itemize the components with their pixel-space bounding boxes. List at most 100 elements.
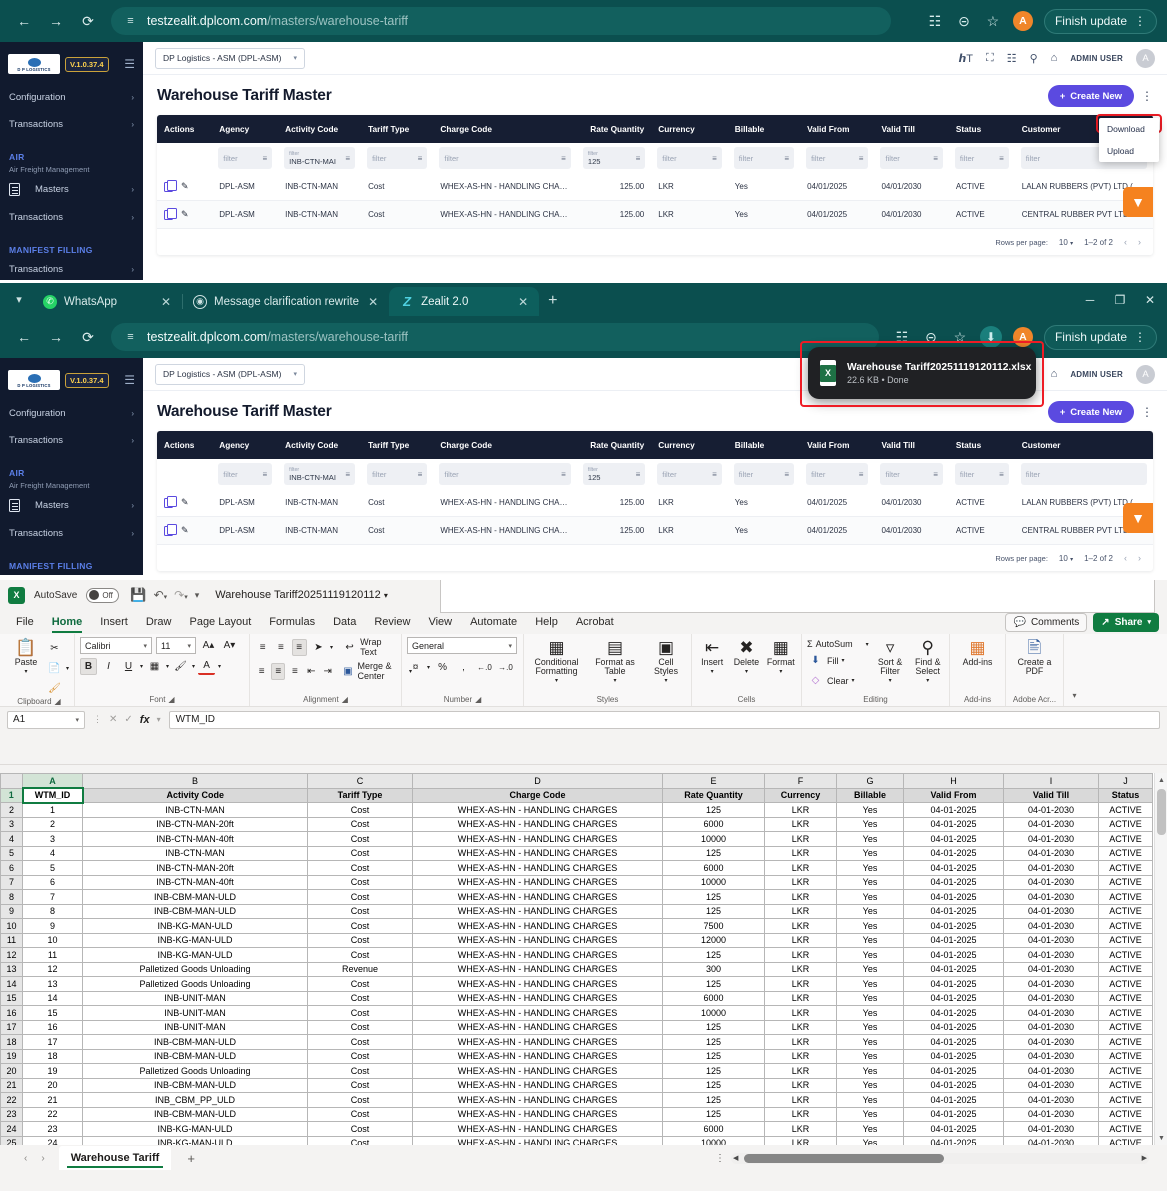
filter-valid-till[interactable]: filter ≡ — [880, 463, 943, 485]
data-cell[interactable]: 125 — [662, 1077, 765, 1093]
data-cell[interactable]: 04-01-2030 — [1003, 802, 1099, 818]
row-header[interactable]: 7 — [0, 874, 23, 890]
finish-update-button[interactable]: Finish update ⋮ — [1043, 324, 1157, 350]
row-header[interactable]: 25 — [0, 1135, 23, 1145]
data-cell[interactable]: LKR — [764, 845, 837, 861]
data-cell[interactable]: INB-KG-MAN-ULD — [82, 1121, 308, 1137]
data-cell[interactable]: INB-CBM-MAN-ULD — [82, 889, 308, 905]
dialog-launcher-icon[interactable]: ◢ — [341, 695, 348, 704]
create-new-button[interactable]: + Create New — [1047, 85, 1134, 107]
data-cell[interactable]: 11 — [22, 947, 83, 963]
copy-icon[interactable] — [164, 495, 177, 508]
menu-item-download[interactable]: Download — [1107, 124, 1145, 134]
data-cell[interactable]: 04-01-2030 — [1003, 1077, 1099, 1093]
italic-button[interactable]: I — [107, 661, 110, 672]
data-cell[interactable]: ACTIVE — [1098, 1092, 1153, 1108]
scroll-options-icon[interactable]: ⋮ — [715, 1152, 725, 1164]
data-cell[interactable]: 04-01-2030 — [1003, 990, 1099, 1006]
data-cell[interactable]: INB-CTN-MAN-20ft — [82, 816, 308, 832]
data-cell[interactable]: 04-01-2030 — [1003, 961, 1099, 977]
header-cell[interactable]: Valid Till — [1003, 787, 1099, 803]
data-cell[interactable]: 04-01-2030 — [1003, 976, 1099, 992]
filter-icon[interactable]: ≡ — [712, 469, 717, 479]
data-cell[interactable]: Palletized Goods Unloading — [82, 961, 308, 977]
increase-decimal-icon[interactable]: ←.0 — [477, 663, 492, 672]
data-cell[interactable]: 04-01-2025 — [903, 903, 1004, 919]
data-cell[interactable]: 04-01-2030 — [1003, 932, 1099, 948]
sheet-row[interactable]: 8 7 INB-CBM-MAN-ULD Cost WHEX-AS-HN - HANDLI… — [0, 889, 1153, 905]
sheet-row[interactable]: 24 23 INB-KG-MAN-ULD Cost WHEX-AS-HN - HANDL… — [0, 1121, 1153, 1137]
data-cell[interactable]: WHEX-AS-HN - HANDLING CHARGES — [412, 1048, 663, 1064]
data-cell[interactable]: LKR — [764, 831, 837, 847]
data-cell[interactable]: 10 — [22, 932, 83, 948]
home-icon[interactable]: ⌂ — [1050, 52, 1058, 64]
data-cell[interactable]: Yes — [836, 831, 904, 847]
data-cell[interactable]: 9 — [22, 918, 83, 934]
tab-formulas[interactable]: Formulas — [269, 616, 316, 628]
sidebar-item-configuration[interactable]: Configuration › — [9, 92, 134, 103]
data-cell[interactable]: WHEX-AS-HN - HANDLING CHARGES — [412, 1005, 663, 1021]
hamburger-icon[interactable]: ☰ — [124, 57, 135, 71]
table-row[interactable]: ✎ DPL-ASM INB-CTN-MAN Cost WHEX-AS-HN - … — [157, 200, 1153, 229]
data-cell[interactable]: Cost — [307, 1019, 413, 1035]
sheet-row[interactable]: 1 WTM_ID Activity Code Tariff Type Charge Co… — [0, 787, 1153, 804]
row-header[interactable]: 23 — [0, 1106, 23, 1122]
sheet-next-button[interactable]: › — [41, 1152, 45, 1164]
data-cell[interactable]: 04-01-2025 — [903, 845, 1004, 861]
data-cell[interactable]: 6000 — [662, 1121, 765, 1137]
header-cell[interactable]: Charge Code — [412, 787, 663, 803]
scroll-down-icon[interactable]: ▼ — [1158, 1134, 1165, 1142]
edit-icon[interactable]: ✎ — [181, 181, 189, 191]
data-cell[interactable]: Cost — [307, 903, 413, 919]
data-cell[interactable]: INB-CBM-MAN-ULD — [82, 1106, 308, 1122]
sheet-row[interactable]: 22 21 INB_CBM_PP_ULD Cost WHEX-AS-HN - HANDL… — [0, 1092, 1153, 1108]
data-cell[interactable]: 04-01-2025 — [903, 947, 1004, 963]
data-cell[interactable]: WHEX-AS-HN - HANDLING CHARGES — [412, 1063, 663, 1079]
scroll-thumb[interactable] — [1157, 789, 1166, 835]
data-cell[interactable]: Cost — [307, 831, 413, 847]
wrap-text-icon[interactable]: ↩ — [345, 641, 354, 653]
data-cell[interactable]: 18 — [22, 1048, 83, 1064]
data-cell[interactable]: Yes — [836, 990, 904, 1006]
data-cell[interactable]: 6 — [22, 874, 83, 890]
data-cell[interactable]: Cost — [307, 1106, 413, 1122]
filter-currency[interactable]: filter ≡ — [657, 463, 722, 485]
data-cell[interactable]: 04-01-2025 — [903, 1005, 1004, 1021]
data-cell[interactable]: WHEX-AS-HN - HANDLING CHARGES — [412, 1106, 663, 1122]
tab-automate[interactable]: Automate — [470, 616, 518, 628]
data-cell[interactable]: INB-KG-MAN-ULD — [82, 932, 308, 948]
data-cell[interactable]: Yes — [836, 802, 904, 818]
data-cell[interactable]: Yes — [836, 860, 904, 876]
data-cell[interactable]: INB-UNIT-MAN — [82, 1019, 308, 1035]
create-pdf-button[interactable]: 🖹 Create a PDF — [1017, 638, 1052, 676]
data-cell[interactable]: LKR — [764, 990, 837, 1006]
sheet-tab-warehouse-tariff[interactable]: Warehouse Tariff — [58, 1146, 172, 1170]
data-cell[interactable]: ACTIVE — [1098, 1005, 1153, 1021]
sidebar-item-transactions-3[interactable]: Transactions › — [9, 264, 134, 275]
new-tab-button[interactable]: + — [548, 292, 558, 309]
data-cell[interactable]: 04-01-2030 — [1003, 1005, 1099, 1021]
address-bar[interactable]: ≡ testzealit.dplcom.com/masters/warehous… — [111, 7, 891, 35]
data-cell[interactable]: LKR — [764, 1048, 837, 1064]
row-header[interactable]: 16 — [0, 1005, 23, 1021]
col-header-B[interactable]: B — [82, 773, 308, 789]
star-icon[interactable]: ☆ — [953, 328, 967, 345]
align-left-icon[interactable]: ≡ — [258, 665, 265, 677]
data-cell[interactable]: 22 — [22, 1106, 83, 1122]
data-cell[interactable]: WHEX-AS-HN - HANDLING CHARGES — [412, 845, 663, 861]
data-cell[interactable]: 04-01-2025 — [903, 1048, 1004, 1064]
data-cell[interactable]: 10000 — [662, 831, 765, 847]
data-cell[interactable]: 04-01-2030 — [1003, 1048, 1099, 1064]
data-cell[interactable]: Cost — [307, 802, 413, 818]
dialog-launcher-icon[interactable]: ◢ — [54, 697, 61, 706]
font-size-select[interactable]: 11 ▾ — [156, 637, 196, 654]
data-cell[interactable]: 21 — [22, 1092, 83, 1108]
comments-button[interactable]: 💬 Comments — [1005, 612, 1088, 632]
data-cell[interactable]: WHEX-AS-HN - HANDLING CHARGES — [412, 831, 663, 847]
data-cell[interactable]: LKR — [764, 947, 837, 963]
tab-page-layout[interactable]: Page Layout — [189, 616, 252, 628]
data-cell[interactable]: LKR — [764, 903, 837, 919]
filter-icon[interactable]: ≡ — [933, 153, 938, 163]
underline-button[interactable]: U — [124, 661, 133, 672]
name-box[interactable]: A1 ▾ — [7, 710, 85, 729]
